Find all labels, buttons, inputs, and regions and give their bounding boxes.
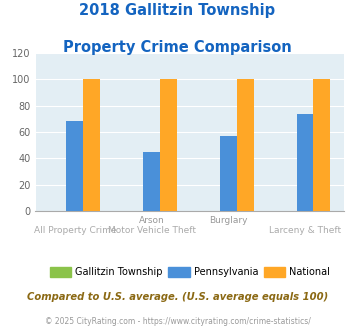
Bar <box>160 79 177 211</box>
Text: Motor Vehicle Theft: Motor Vehicle Theft <box>108 226 196 235</box>
Bar <box>237 79 253 211</box>
Text: Compared to U.S. average. (U.S. average equals 100): Compared to U.S. average. (U.S. average … <box>27 292 328 302</box>
Bar <box>83 79 100 211</box>
Bar <box>66 121 83 211</box>
Text: Arson: Arson <box>139 216 164 225</box>
Text: Burglary: Burglary <box>209 216 247 225</box>
Legend: Gallitzin Township, Pennsylvania, National: Gallitzin Township, Pennsylvania, Nation… <box>46 264 334 281</box>
Text: Property Crime Comparison: Property Crime Comparison <box>63 40 292 54</box>
Bar <box>296 114 313 211</box>
Bar <box>143 152 160 211</box>
Text: All Property Crime: All Property Crime <box>34 226 116 235</box>
Text: © 2025 CityRating.com - https://www.cityrating.com/crime-statistics/: © 2025 CityRating.com - https://www.city… <box>45 317 310 326</box>
Text: Larceny & Theft: Larceny & Theft <box>269 226 341 235</box>
Bar <box>313 79 330 211</box>
Bar <box>220 136 237 211</box>
Text: 2018 Gallitzin Township: 2018 Gallitzin Township <box>80 3 275 18</box>
